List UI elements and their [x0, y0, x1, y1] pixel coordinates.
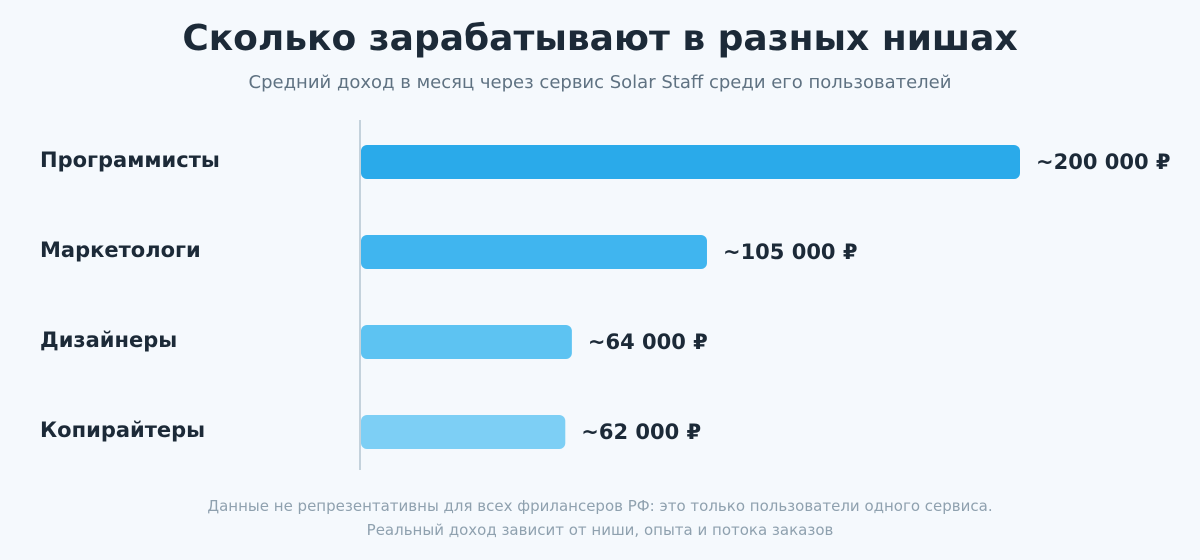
category-label: Маркетологи [40, 238, 201, 262]
value-label: ~105 000 ₽ [723, 240, 858, 264]
bar [361, 415, 565, 449]
bar [361, 235, 707, 269]
value-label: ~200 000 ₽ [1036, 150, 1171, 174]
bar [361, 145, 1020, 179]
value-label: ~62 000 ₽ [581, 420, 701, 444]
bar [361, 325, 572, 359]
footnote-line-2: Реальный доход зависит от ниши, опыта и … [0, 521, 1200, 539]
category-label: Программисты [40, 148, 220, 172]
category-label: Копирайтеры [40, 418, 205, 442]
footnote-line-1: Данные не репрезентативны для всех фрила… [0, 497, 1200, 515]
category-label: Дизайнеры [40, 328, 177, 352]
value-label: ~64 000 ₽ [588, 330, 708, 354]
